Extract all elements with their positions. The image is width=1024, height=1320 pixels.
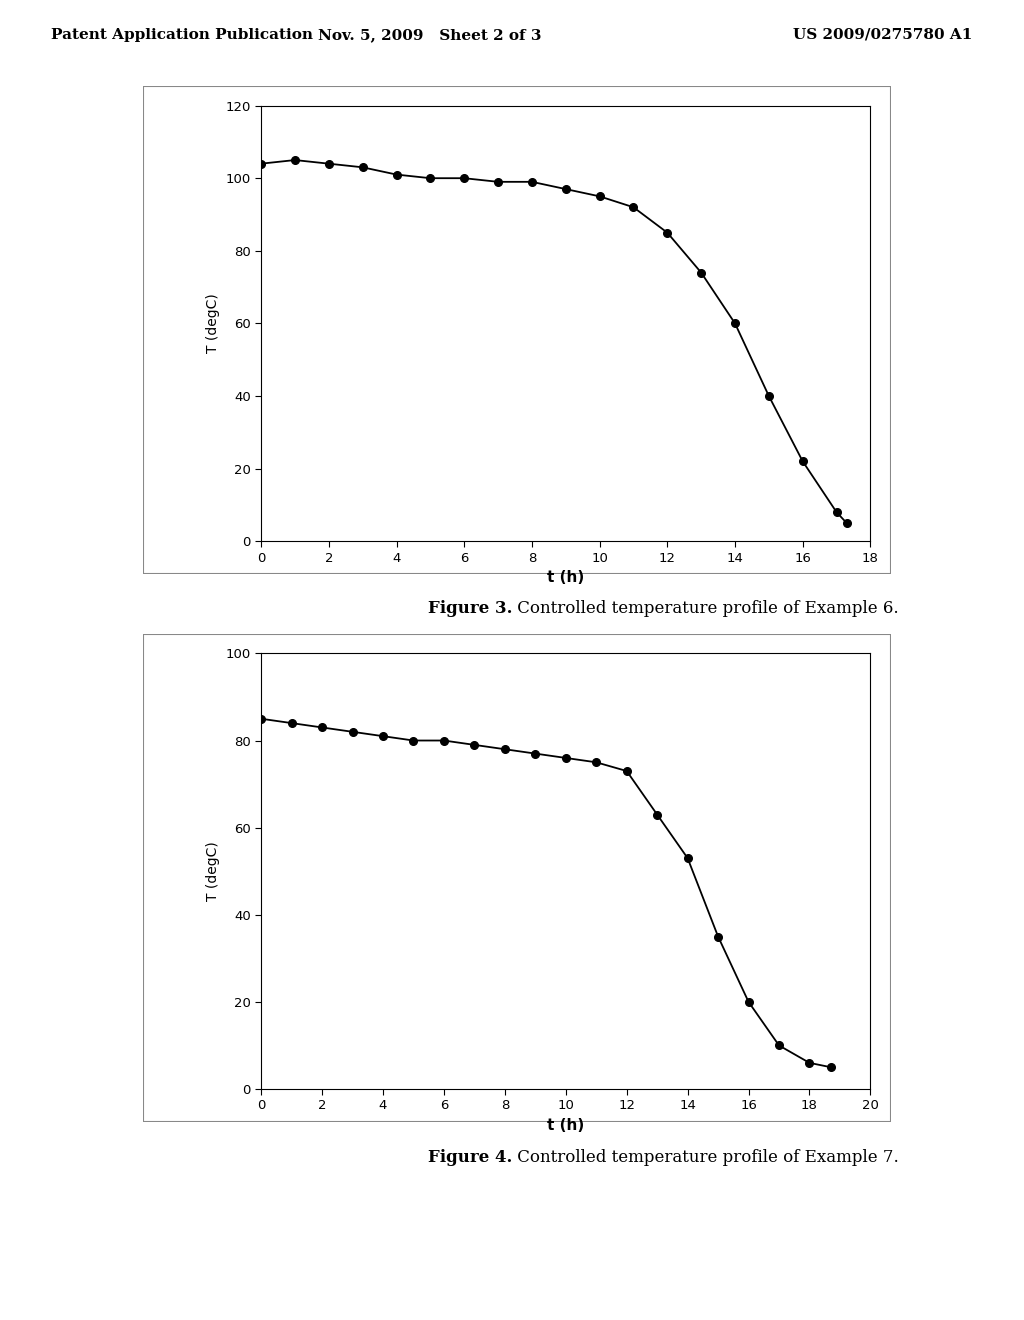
Text: Controlled temperature profile of Example 7.: Controlled temperature profile of Exampl… — [512, 1150, 899, 1166]
Text: Figure 4.: Figure 4. — [428, 1150, 512, 1166]
X-axis label: t (h): t (h) — [547, 570, 585, 585]
Text: US 2009/0275780 A1: US 2009/0275780 A1 — [794, 28, 973, 42]
Text: Patent Application Publication: Patent Application Publication — [51, 28, 313, 42]
Y-axis label: T (degC): T (degC) — [206, 293, 220, 354]
Y-axis label: T (degC): T (degC) — [206, 841, 220, 902]
FancyBboxPatch shape — [143, 634, 891, 1122]
Text: Figure 3.: Figure 3. — [427, 601, 512, 616]
Text: Nov. 5, 2009   Sheet 2 of 3: Nov. 5, 2009 Sheet 2 of 3 — [318, 28, 542, 42]
FancyBboxPatch shape — [143, 86, 891, 574]
Text: Controlled temperature profile of Example 6.: Controlled temperature profile of Exampl… — [512, 601, 899, 616]
X-axis label: t (h): t (h) — [547, 1118, 585, 1133]
